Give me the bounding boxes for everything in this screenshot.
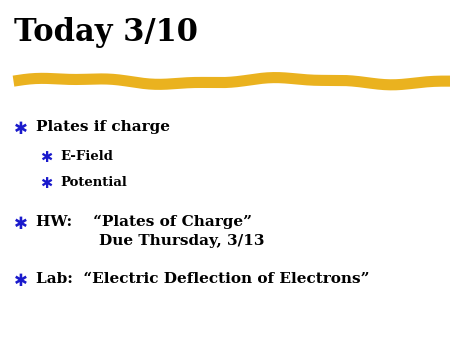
Text: ✱: ✱ <box>40 176 53 191</box>
Text: Potential: Potential <box>61 176 128 189</box>
Text: E-Field: E-Field <box>61 150 113 163</box>
Text: Plates if charge: Plates if charge <box>36 120 170 134</box>
Text: Lab:  “Electric Deflection of Electrons”: Lab: “Electric Deflection of Electrons” <box>36 272 369 286</box>
Text: ✱: ✱ <box>40 150 53 165</box>
Text: ✱: ✱ <box>14 120 27 138</box>
Text: Today 3/10: Today 3/10 <box>14 17 198 48</box>
Text: HW:    “Plates of Charge”
            Due Thursday, 3/13: HW: “Plates of Charge” Due Thursday, 3/1… <box>36 215 265 248</box>
Text: ✱: ✱ <box>14 215 27 233</box>
Text: ✱: ✱ <box>14 272 27 290</box>
